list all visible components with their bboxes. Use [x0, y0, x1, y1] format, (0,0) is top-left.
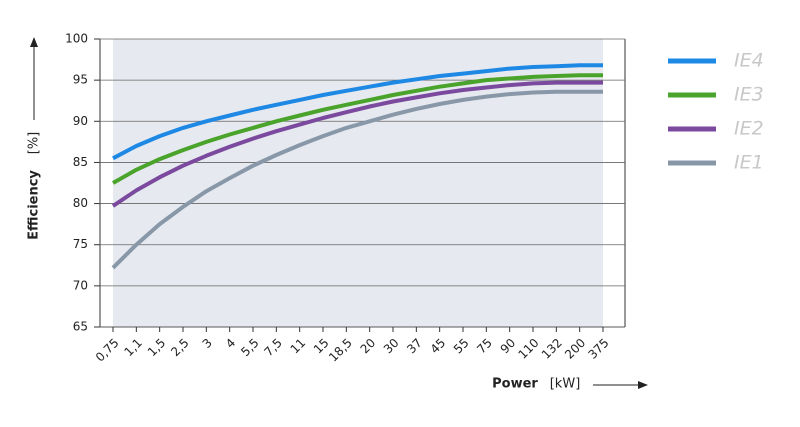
x-tick-label: 37 — [404, 336, 425, 357]
x-tick-label: 75 — [474, 336, 495, 357]
x-tick-label: 18,5 — [326, 336, 355, 365]
y-tick-label: 100 — [65, 32, 88, 46]
series-line — [112, 63, 603, 161]
y-tick-label: 70 — [73, 278, 88, 292]
x-tick-label: 90 — [498, 336, 519, 357]
x-tick-label: 11 — [288, 336, 309, 357]
legend-text: IE2 — [734, 118, 764, 140]
legend-text: IE4 — [734, 50, 764, 72]
x-tick-label: 4 — [223, 336, 238, 351]
series-line — [111, 89, 603, 270]
x-tick-label: 0,75 — [93, 336, 122, 365]
x-tick-label: 110 — [515, 336, 541, 362]
y-tick-label: 75 — [73, 237, 88, 251]
y-tick-label: 95 — [73, 73, 88, 87]
legend-text: IE1 — [734, 152, 764, 174]
x-tick-label: 20 — [358, 336, 379, 357]
series-line — [112, 73, 603, 185]
x-tick-label: 375 — [585, 336, 611, 362]
y-title: Efficiency [%] — [27, 37, 42, 240]
legend-text: IE3 — [734, 84, 764, 106]
y-tick-label: 80 — [73, 196, 88, 210]
series-line — [111, 80, 603, 208]
y-arrow-head — [30, 37, 38, 47]
x-tick-label: 2,5 — [168, 336, 191, 359]
x-tick-label: 1,5 — [145, 336, 168, 359]
x-label: Power — [492, 377, 538, 392]
x-tick-label: 3 — [200, 336, 215, 351]
y-tick-label: 65 — [73, 320, 88, 334]
y-tick-label: 90 — [73, 114, 88, 128]
y-unit: [%] — [27, 132, 42, 155]
x-unit: [kW] — [550, 377, 581, 392]
x-arrow-head — [638, 381, 648, 389]
x-tick-label: 5,5 — [238, 336, 261, 359]
x-tick-label: 200 — [562, 336, 588, 362]
x-tick-label: 132 — [539, 336, 565, 362]
y-label: Efficiency — [27, 170, 42, 240]
x-tick-label: 55 — [451, 336, 472, 357]
x-tick-label: 1,1 — [122, 336, 145, 359]
y-tick-label: 85 — [73, 155, 88, 169]
x-tick-label: 45 — [428, 336, 449, 357]
x-tick-label: 30 — [381, 336, 402, 357]
x-tick-label: 7,5 — [262, 336, 285, 359]
